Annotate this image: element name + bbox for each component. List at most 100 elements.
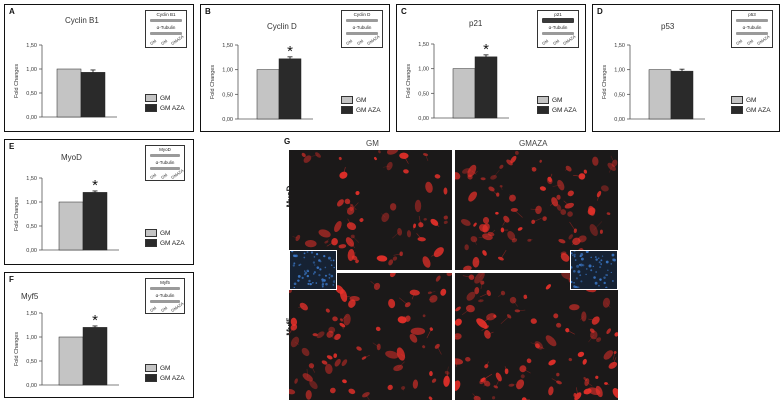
fluorescent-cell bbox=[565, 328, 570, 333]
fluorescent-cell bbox=[500, 290, 506, 296]
fluorescent-cell bbox=[583, 169, 587, 174]
fluorescent-cell bbox=[409, 289, 420, 296]
nucleus-dot bbox=[588, 264, 592, 268]
y-tick-label: 1,00 bbox=[614, 68, 625, 74]
fluorescent-cell bbox=[607, 162, 616, 171]
fluorescent-cell bbox=[455, 318, 462, 326]
fluorescent-cell bbox=[556, 194, 561, 200]
legend-swatch-gm bbox=[145, 94, 157, 102]
nucleus-dot bbox=[332, 259, 335, 262]
cell-process bbox=[605, 383, 610, 385]
chart-title: p21 bbox=[469, 19, 483, 28]
cell-process bbox=[292, 236, 298, 239]
micrograph-myod-gmaza bbox=[455, 150, 618, 270]
nucleus-dot bbox=[605, 274, 607, 276]
grid-divider bbox=[452, 150, 455, 400]
blot-band bbox=[346, 32, 378, 35]
blot-tubulin-label: α-Tubulin bbox=[742, 25, 762, 30]
fluorescent-cell bbox=[429, 294, 438, 303]
blot-target-label: Myf5 bbox=[160, 280, 170, 285]
nucleus-dot bbox=[303, 252, 306, 255]
cell-process bbox=[472, 393, 478, 399]
fluorescent-cell bbox=[590, 330, 598, 340]
nucleus-dot bbox=[607, 269, 609, 272]
panel-f: F Myf5 0,00 0,50 1,00 1,50 Fold Changes * Myf… bbox=[4, 272, 194, 398]
nucleus-dot bbox=[601, 255, 604, 257]
nucleus-dot bbox=[613, 258, 616, 262]
fluorescent-cell bbox=[480, 177, 486, 181]
blot-target-label: Cyclin B1 bbox=[156, 12, 176, 17]
legend-label: GM bbox=[356, 96, 367, 104]
fluorescent-cell bbox=[305, 389, 312, 400]
fluorescent-cell bbox=[428, 396, 433, 400]
fluorescent-cell bbox=[324, 240, 329, 244]
fluorescent-cell bbox=[578, 173, 586, 180]
blot-tubulin-label: α-Tubulin bbox=[156, 25, 176, 30]
nucleus-dot bbox=[325, 282, 328, 286]
fluorescent-cell bbox=[514, 309, 521, 313]
cell-process bbox=[365, 394, 370, 400]
y-tick-label: 1,50 bbox=[26, 311, 37, 317]
fluorescent-cell bbox=[602, 297, 611, 308]
nucleus-dot bbox=[590, 269, 593, 272]
cell-process bbox=[569, 221, 576, 231]
blot-lane-label: GM bbox=[541, 38, 550, 47]
nucleus-dot bbox=[319, 260, 322, 263]
blot-tubulin-label: α-Tubulin bbox=[155, 160, 175, 165]
fluorescent-cell bbox=[381, 212, 390, 223]
chart-title: Cyclin D bbox=[267, 22, 297, 31]
nucleus-dot bbox=[330, 264, 333, 267]
fluorescent-cell bbox=[338, 156, 342, 161]
fluorescent-cell bbox=[527, 238, 532, 242]
blot-tubulin-label: α-Tubulin bbox=[352, 25, 372, 30]
fluorescent-cell bbox=[435, 275, 441, 282]
micrograph-myf5-gmaza bbox=[455, 273, 618, 400]
micrograph-myf5-gm bbox=[289, 273, 452, 400]
fluorescent-cell bbox=[479, 377, 487, 385]
fluorescent-cell bbox=[350, 234, 355, 239]
nucleus-dot bbox=[577, 286, 580, 289]
fluorescent-cell bbox=[399, 152, 409, 159]
bar-gm-aza bbox=[474, 56, 498, 119]
fluorescent-cell bbox=[410, 327, 426, 335]
cell-process bbox=[564, 168, 569, 171]
fluorescent-cell bbox=[343, 313, 351, 326]
fluorescent-cell bbox=[482, 233, 493, 241]
fluorescent-cell bbox=[596, 190, 602, 198]
fluorescent-cell bbox=[295, 234, 301, 242]
cell-process bbox=[481, 317, 490, 324]
significance-asterisk: * bbox=[92, 177, 98, 194]
fluorescent-cell bbox=[303, 155, 312, 163]
cell-process bbox=[597, 194, 600, 201]
cell-process bbox=[608, 166, 612, 173]
chart-title: p53 bbox=[661, 22, 675, 31]
fluorescent-cell bbox=[423, 218, 427, 221]
fluorescent-cell bbox=[486, 290, 491, 297]
legend: GM GM AZA bbox=[731, 95, 771, 115]
cell-process bbox=[500, 249, 507, 259]
blot-lane-label: GM bbox=[746, 38, 755, 47]
blot-lane-label: GM bbox=[149, 172, 158, 181]
bar-chart-b: 0,00 0,50 1,00 1,50 Fold Changes * bbox=[210, 43, 313, 123]
cell-process bbox=[612, 352, 616, 360]
legend-label: GM bbox=[746, 96, 757, 104]
fluorescent-cell bbox=[474, 273, 485, 284]
fluorescent-cell bbox=[509, 296, 517, 304]
fluorescent-cell bbox=[548, 359, 556, 366]
y-tick-label: 0,00 bbox=[222, 117, 233, 123]
cell-process bbox=[403, 155, 409, 164]
legend: GM GM AZA bbox=[537, 95, 577, 115]
legend-label: GM AZA bbox=[160, 104, 185, 112]
fluorescent-cell bbox=[613, 350, 617, 354]
fluorescent-cell bbox=[486, 313, 496, 321]
nucleus-dot bbox=[293, 286, 296, 289]
y-tick-label: 0,00 bbox=[26, 115, 37, 121]
cell-process bbox=[392, 231, 400, 239]
nucleus-dot bbox=[307, 282, 310, 285]
fluorescent-cell bbox=[551, 197, 559, 207]
legend-swatch-gmaza bbox=[731, 106, 743, 114]
cell-process bbox=[469, 171, 478, 178]
fluorescent-cell bbox=[535, 343, 540, 349]
fluorescent-cell bbox=[462, 168, 471, 174]
fluorescent-cell bbox=[573, 228, 577, 234]
